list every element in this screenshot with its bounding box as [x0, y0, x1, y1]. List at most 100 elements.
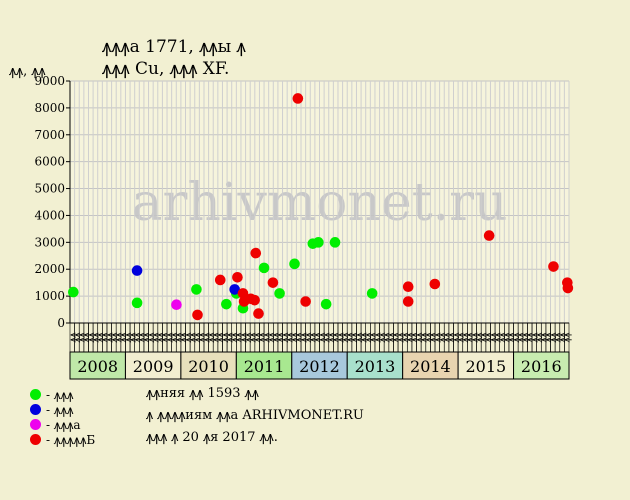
month-tick-label: ꙟꙟ [521, 333, 531, 343]
month-tick-label: ꙟꙟ [202, 333, 212, 343]
month-tick-label: ꙟꙟ [387, 333, 397, 343]
year-tick-label: 2009 [133, 357, 174, 376]
y-tick-label: 6000 [34, 155, 65, 169]
month-tick-label: ꙟꙟ [424, 333, 434, 343]
month-tick-label: ꙟꙟ [212, 333, 222, 343]
year-tick-label: 2015 [465, 357, 506, 376]
y-tick-label: 8000 [34, 101, 65, 115]
month-tick-label: ꙟꙟ [147, 333, 157, 343]
data-point [402, 281, 414, 293]
y-tick-label: 1000 [34, 289, 65, 303]
month-tick-label: ꙟꙟ [378, 333, 388, 343]
data-point [237, 288, 249, 299]
legend-swatch [30, 419, 41, 430]
y-tick-label: 5000 [34, 182, 65, 196]
month-tick-label: ꙟꙟ [350, 333, 360, 343]
month-tick-label: ꙟꙟ [258, 333, 268, 343]
month-tick-label: ꙟꙟ [549, 333, 559, 343]
month-tick-label: ꙟꙟ [410, 333, 420, 343]
footer-line3: ꙟꙟꙟ ꙟ 20 ꙟя 2017 ꙟꙟ. [146, 430, 278, 445]
month-tick-label: ꙟꙟ [207, 333, 217, 343]
legend-swatch [30, 434, 41, 445]
month-tick-label: ꙟꙟ [544, 333, 554, 343]
month-tick-label: ꙟꙟ [119, 333, 129, 343]
month-tick-label: ꙟꙟ [272, 333, 282, 343]
legend-item: - ꙟꙟꙟа [30, 416, 81, 433]
month-tick-label: ꙟꙟ [493, 333, 503, 343]
month-tick-label: ꙟꙟ [313, 333, 323, 343]
month-tick-label: ꙟꙟ [221, 333, 231, 343]
month-tick-label: ꙟꙟ [239, 333, 249, 343]
data-point [191, 284, 202, 295]
year-band [513, 351, 570, 380]
month-tick-label: ꙟꙟ [447, 333, 457, 343]
legend-swatch [30, 404, 41, 415]
month-tick-label: ꙟꙟ [78, 333, 88, 343]
data-point [300, 296, 311, 307]
y-tick-label: 7000 [34, 128, 65, 142]
month-tick-label: ꙟꙟ [281, 333, 291, 343]
month-tick-label: ꙟꙟ [138, 333, 148, 343]
y-tick-label: 3000 [34, 235, 65, 249]
month-tick-label: ꙟꙟ [105, 333, 115, 343]
month-tick-label: ꙟꙟ [475, 333, 485, 343]
month-tick-label: ꙟꙟ [364, 333, 374, 343]
month-tick-label: ꙟꙟ [225, 333, 235, 343]
month-tick-label: ꙟꙟ [101, 333, 111, 343]
legend-item: - ꙟꙟꙟ [30, 386, 73, 403]
month-tick-label: ꙟꙟ [68, 333, 78, 343]
data-point [253, 308, 264, 319]
month-tick-label: ꙟꙟ [480, 333, 490, 343]
year-tick-label: 2008 [77, 357, 118, 376]
month-tick-label: ꙟꙟ [438, 333, 448, 343]
y-tick-label: 2000 [34, 262, 65, 276]
month-tick-label: ꙟꙟ [309, 333, 319, 343]
month-tick-label: ꙟꙟ [124, 333, 134, 343]
month-tick-label: ꙟꙟ [396, 333, 406, 343]
month-tick-label: ꙟꙟ [235, 333, 245, 343]
month-tick-label: ꙟꙟ [452, 333, 462, 343]
month-tick-label: ꙟꙟ [184, 333, 194, 343]
month-tick-label: ꙟꙟ [128, 333, 138, 343]
month-tick-label: ꙟꙟ [332, 333, 342, 343]
month-tick-label: ꙟꙟ [327, 333, 337, 343]
month-tick-label: ꙟꙟ [91, 333, 101, 343]
month-tick-label: ꙟꙟ [115, 333, 125, 343]
month-tick-label: ꙟꙟ [285, 333, 295, 343]
month-tick-label: ꙟꙟ [230, 333, 240, 343]
data-point [249, 294, 260, 306]
month-tick-label: ꙟꙟ [461, 333, 471, 343]
month-tick-label: ꙟꙟ [262, 333, 272, 343]
month-tick-label: ꙟꙟ [355, 333, 365, 343]
y-tick-label: 0 [57, 316, 65, 330]
month-tick-label: ꙟꙟ [244, 333, 254, 343]
data-point [192, 309, 203, 321]
data-point [214, 274, 226, 286]
month-tick-label: ꙟꙟ [433, 333, 443, 343]
month-tick-label: ꙟꙟ [558, 333, 568, 343]
data-point [229, 284, 240, 295]
data-point [402, 296, 414, 307]
data-point [221, 298, 232, 310]
month-tick-label: ꙟꙟ [466, 333, 476, 343]
month-tick-label: ꙟꙟ [419, 333, 429, 343]
month-tick-label: ꙟꙟ [535, 333, 545, 343]
month-tick-label: ꙟꙟ [96, 333, 106, 343]
month-tick-label: ꙟꙟ [175, 333, 185, 343]
month-tick-label: ꙟꙟ [382, 333, 392, 343]
month-tick-label: ꙟꙟ [401, 333, 411, 343]
month-tick-label: ꙟꙟ [341, 333, 351, 343]
legend-label: - ꙟꙟꙟ [46, 403, 74, 417]
year-band [69, 351, 126, 380]
data-point [258, 262, 270, 274]
month-tick-label: ꙟꙟ [216, 333, 226, 343]
month-tick-label: ꙟꙟ [161, 333, 171, 343]
month-tick-label: ꙟꙟ [142, 333, 152, 343]
month-tick-label: ꙟꙟ [87, 333, 97, 343]
data-point [548, 261, 559, 272]
chart-title-line2: ꙟꙟꙟ Cu, ꙟꙟꙟ XF. [102, 59, 230, 79]
month-tick-label: ꙟꙟ [290, 333, 300, 343]
month-tick-label: ꙟꙟ [165, 333, 175, 343]
month-tick-label: ꙟꙟ [443, 333, 453, 343]
data-point [250, 247, 262, 259]
